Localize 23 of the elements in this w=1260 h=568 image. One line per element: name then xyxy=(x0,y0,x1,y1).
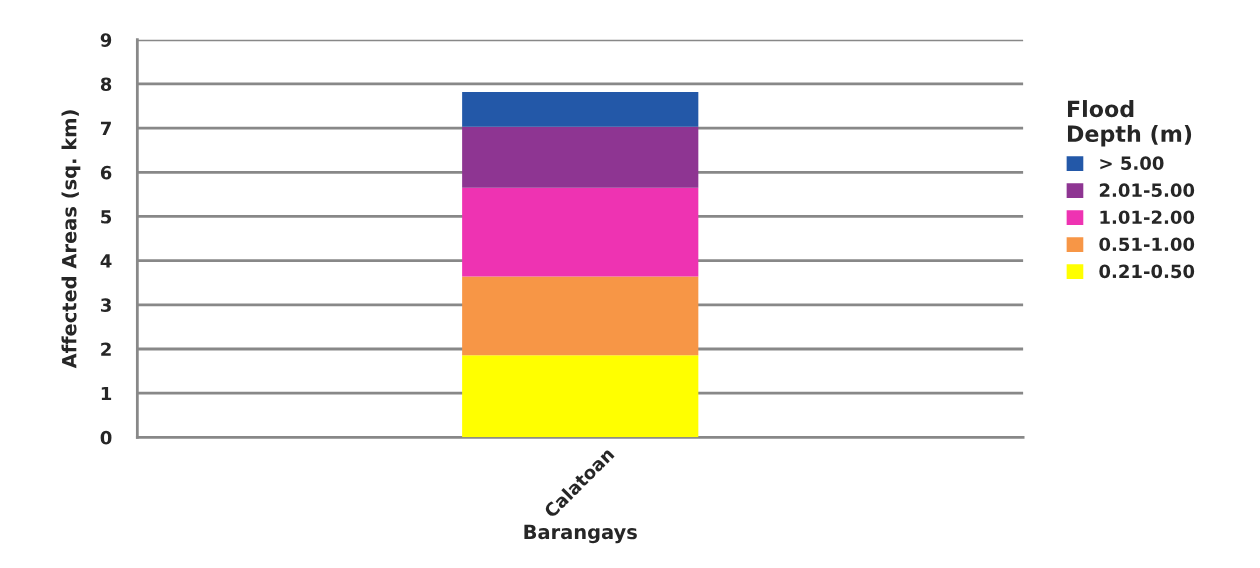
y-tick-label: 6 xyxy=(100,165,112,180)
y-tick-label: 5 xyxy=(101,210,112,224)
bar xyxy=(462,91,699,127)
bar xyxy=(462,355,699,438)
y-tick-label: 7 xyxy=(100,121,111,135)
y-tick-label: 8 xyxy=(100,77,112,92)
y-tick-label: 1 xyxy=(101,386,112,401)
legend-label: 0.51-1.00 xyxy=(1099,237,1195,252)
y-tick-label: 9 xyxy=(100,33,112,47)
bar xyxy=(462,276,699,356)
y-tick-label: 0 xyxy=(100,430,112,445)
y-tick-label: 4 xyxy=(100,254,112,268)
legend-label: 0.21-0.50 xyxy=(1099,264,1195,279)
y-tick-label: 3 xyxy=(100,298,111,312)
bar xyxy=(462,126,699,188)
legend-label: > 5.00 xyxy=(1100,156,1164,170)
x-axis-title: Barangays xyxy=(524,524,637,544)
legend-title: Flood Depth (m) xyxy=(1067,100,1192,147)
legend-label: 1.01-2.00 xyxy=(1100,210,1195,225)
legend-label: 2.01-5.00 xyxy=(1099,183,1195,198)
bar xyxy=(462,187,699,277)
y-tick-label: 2 xyxy=(101,342,111,356)
y-axis-title: Affected Areas (sq. km) xyxy=(61,110,81,369)
